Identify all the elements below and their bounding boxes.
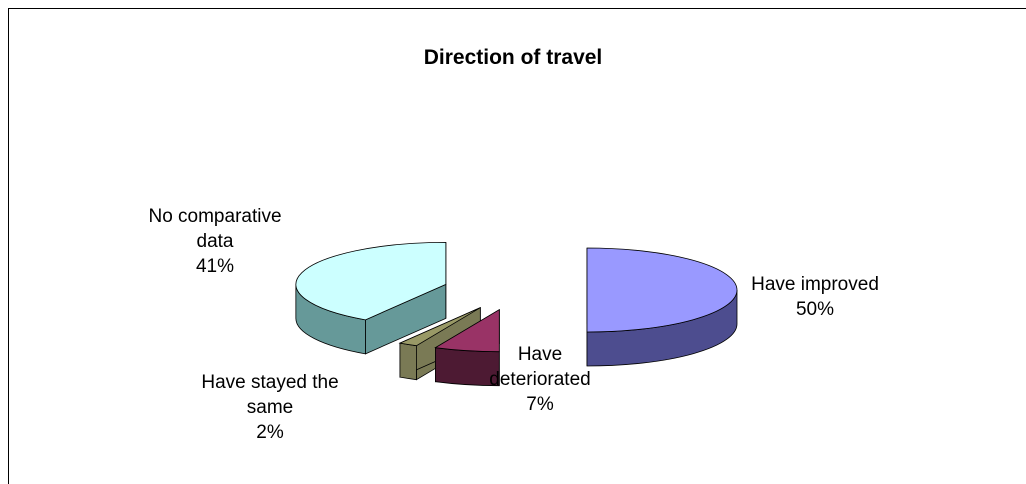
slice bbox=[295, 241, 447, 355]
slice bbox=[586, 247, 738, 367]
category-name: Have deteriorated bbox=[489, 344, 591, 390]
value-label: 50% bbox=[795, 299, 835, 320]
chart-frame bbox=[8, 8, 1026, 484]
value-label: 41% bbox=[195, 256, 235, 277]
slice bbox=[434, 308, 500, 387]
slice-top bbox=[586, 247, 738, 333]
category-name: Have stayed the same bbox=[201, 372, 339, 418]
slice-top bbox=[434, 308, 500, 353]
data-label: No comparative data 41% bbox=[120, 204, 310, 279]
data-label: Have stayed the same 2% bbox=[175, 370, 365, 445]
category-name: No comparative data bbox=[148, 206, 282, 252]
category-name: Have improved bbox=[751, 274, 879, 295]
data-label: Have deteriorated 7% bbox=[470, 342, 610, 417]
chart-title: Direction of travel bbox=[423, 46, 603, 69]
data-label: Have improved 50% bbox=[715, 272, 915, 322]
slice-top bbox=[398, 307, 481, 347]
value-label: 7% bbox=[526, 394, 554, 415]
value-label: 2% bbox=[256, 422, 284, 443]
slice-side bbox=[399, 342, 417, 381]
slice-top bbox=[295, 241, 447, 321]
